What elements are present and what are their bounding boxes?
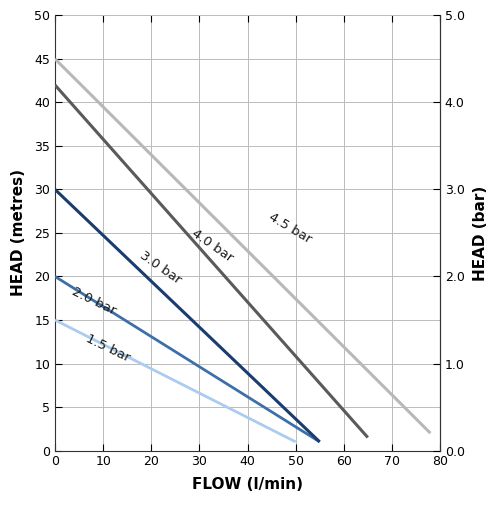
- X-axis label: FLOW (l/min): FLOW (l/min): [192, 477, 303, 492]
- Text: 2.0 bar: 2.0 bar: [70, 285, 117, 317]
- Text: 4.5 bar: 4.5 bar: [267, 211, 314, 246]
- Text: 4.0 bar: 4.0 bar: [190, 227, 236, 265]
- Text: 3.0 bar: 3.0 bar: [137, 249, 183, 287]
- Y-axis label: HEAD (metres): HEAD (metres): [11, 169, 26, 296]
- Y-axis label: HEAD (bar): HEAD (bar): [473, 185, 488, 281]
- Text: 1.5 bar: 1.5 bar: [84, 332, 132, 364]
